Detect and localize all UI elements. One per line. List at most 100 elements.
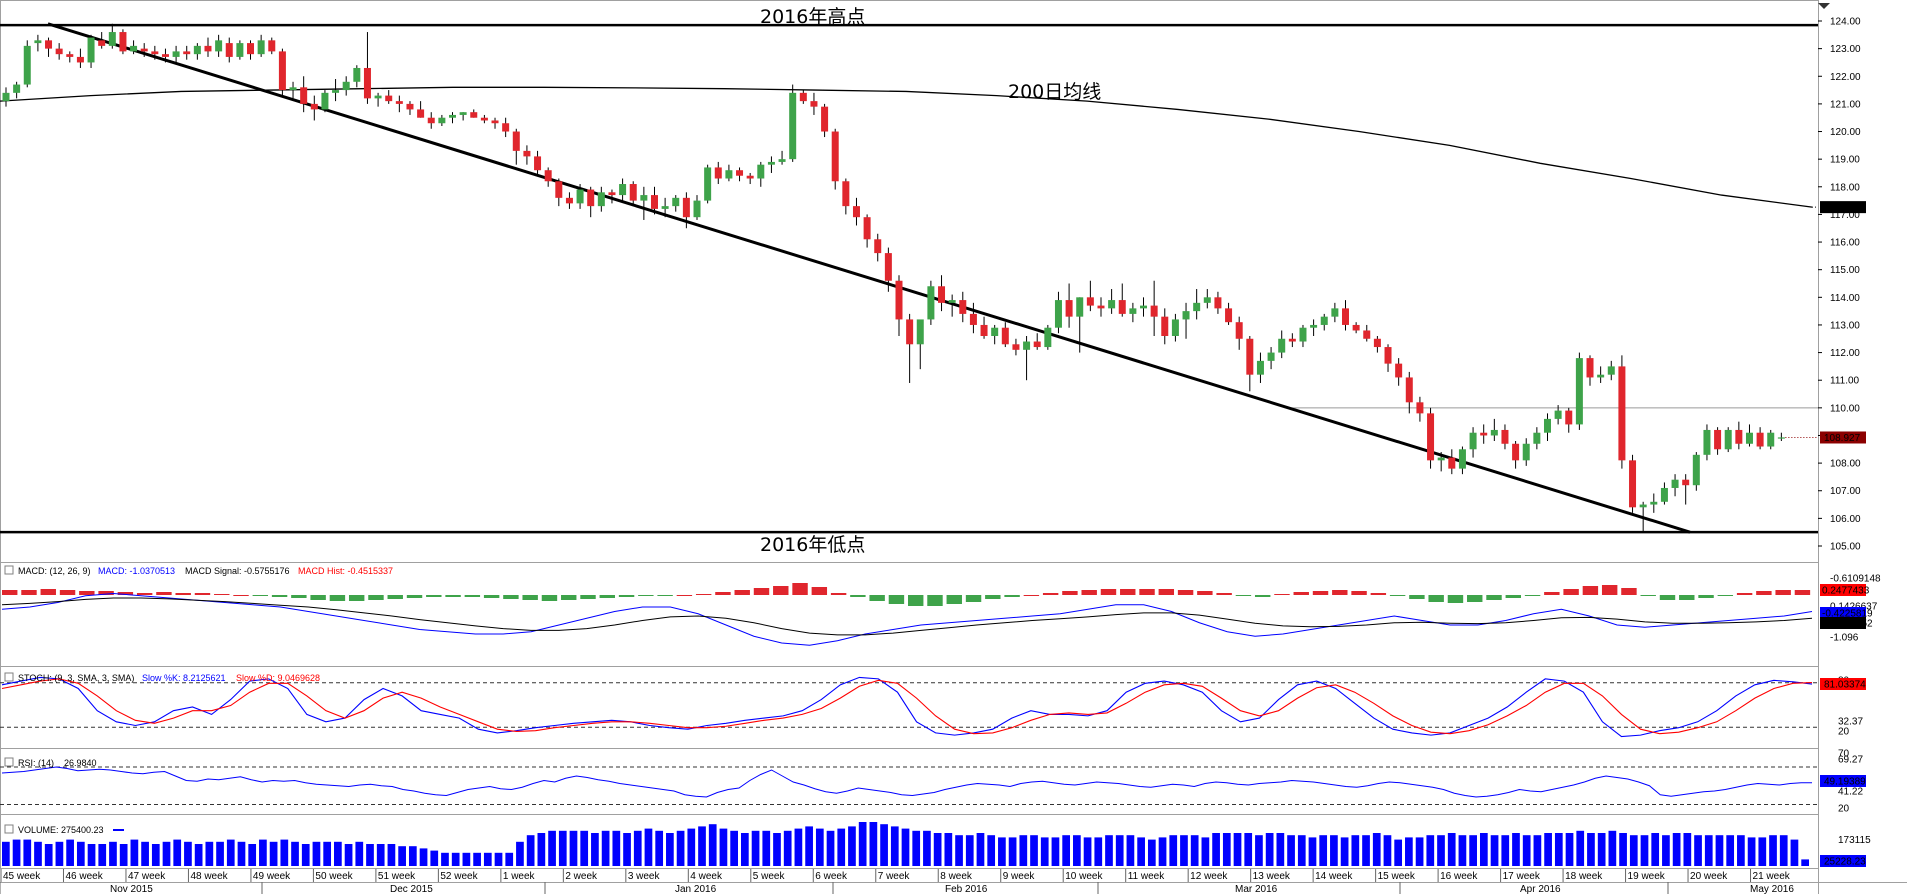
volume-legend: VOLUME: 275400.23 xyxy=(18,825,104,835)
volume-bar xyxy=(98,844,107,866)
macd-legend-1: MACD: -1.0370513 xyxy=(98,566,175,576)
volume-bar xyxy=(23,839,32,866)
stoch-k-line xyxy=(1,676,1813,738)
volume-bar xyxy=(965,835,974,866)
macd-hist-bar xyxy=(946,595,962,604)
candle-body xyxy=(204,45,212,52)
volume-bar xyxy=(912,830,921,866)
candle-body xyxy=(1490,429,1498,436)
candle-body xyxy=(1299,327,1307,342)
week-label: 1 week xyxy=(503,871,536,882)
volume-bar xyxy=(730,830,738,866)
volume-bar xyxy=(194,844,203,866)
candle-body xyxy=(576,189,584,204)
candle-body xyxy=(1278,338,1286,353)
candle-body xyxy=(863,217,871,240)
volume-bar xyxy=(291,841,299,866)
volume-bar xyxy=(1169,835,1178,866)
week-label: 3 week xyxy=(628,871,661,882)
volume-bar xyxy=(1083,837,1092,866)
macd-hist-bar xyxy=(1254,595,1271,597)
candle-body xyxy=(746,175,754,179)
candle-body xyxy=(1320,316,1328,325)
candle-body xyxy=(810,101,818,107)
candle-body xyxy=(1256,360,1264,375)
candle-body xyxy=(1108,300,1116,309)
candle-body xyxy=(1150,305,1158,317)
candle-body xyxy=(555,181,563,198)
volume-bar xyxy=(998,837,1006,866)
volume-bar xyxy=(1062,835,1071,866)
volume-bar xyxy=(355,841,364,866)
macd-hist-bar xyxy=(850,595,866,597)
macd-hist-bar xyxy=(830,593,847,595)
volume-bar xyxy=(1244,833,1253,866)
volume-bar xyxy=(1105,835,1113,866)
macd-legend-0: MACD: (12, 26, 9) xyxy=(18,566,91,576)
stoch-tick-label: 20 xyxy=(1838,727,1850,738)
macd-hist-bar xyxy=(773,586,789,595)
candle-body xyxy=(363,67,371,99)
volume-bar xyxy=(408,846,417,866)
candle-body xyxy=(736,170,744,176)
week-label: 8 week xyxy=(940,871,973,882)
volume-bar xyxy=(1779,835,1788,866)
volume-bar xyxy=(473,852,481,866)
volume-bar xyxy=(226,839,235,866)
volume-bar xyxy=(944,833,953,866)
rsi-tick-label: 69.27 xyxy=(1838,755,1863,766)
volume-bar xyxy=(1051,837,1060,866)
volume-bar xyxy=(55,841,64,866)
volume-bar xyxy=(901,828,910,866)
dropdown-arrow-icon[interactable] xyxy=(1818,3,1830,9)
volume-bar xyxy=(1147,839,1156,866)
macd-hist-bar xyxy=(1659,595,1676,600)
volume-bar xyxy=(87,844,96,866)
volume-bar xyxy=(1190,835,1199,866)
macd-hist-bar xyxy=(1756,591,1772,595)
candle-body xyxy=(300,87,308,104)
volume-bar xyxy=(655,830,664,866)
volume-bar xyxy=(505,852,514,866)
candle-body xyxy=(852,206,860,218)
candle-body xyxy=(534,156,542,171)
candle-body xyxy=(544,170,552,182)
week-label: 45 week xyxy=(3,871,41,882)
volume-bar xyxy=(751,830,760,866)
macd-hist-bar xyxy=(40,589,56,595)
week-label: 20 week xyxy=(1690,871,1728,882)
candle-body xyxy=(321,92,329,110)
candle-body xyxy=(1193,302,1201,312)
week-label: 7 week xyxy=(878,871,911,882)
price-tick-label: 106.00 xyxy=(1830,514,1861,525)
candle-body xyxy=(1214,297,1222,309)
macd-hist-bar xyxy=(1293,592,1309,595)
candle-body xyxy=(938,286,946,303)
candle-body xyxy=(140,48,148,52)
volume-bar xyxy=(708,824,717,866)
candle-body xyxy=(395,101,403,104)
candle-body xyxy=(45,40,53,49)
candle-body xyxy=(831,131,839,182)
legend-boxes xyxy=(4,565,14,834)
candle-body xyxy=(640,195,648,201)
candle-body xyxy=(1565,410,1573,425)
candle-body xyxy=(1586,358,1594,378)
macd-hist-bar xyxy=(541,595,558,601)
macd-hist-bar xyxy=(1563,589,1579,595)
week-label: 17 week xyxy=(1503,871,1541,882)
macd-hist-bar xyxy=(445,595,461,597)
macd-hist-bar xyxy=(194,593,211,595)
volume-bar xyxy=(237,841,246,866)
volume-bar xyxy=(1747,837,1756,866)
macd-tick-label: -0.6109148 xyxy=(1830,574,1881,585)
macd-badge xyxy=(1820,607,1866,619)
candle-body xyxy=(1416,402,1424,414)
low-annotation: 2016年低点 xyxy=(760,534,865,556)
volume-bar xyxy=(366,844,374,866)
candle-body xyxy=(108,32,116,46)
volume-bar xyxy=(1233,833,1242,866)
candle-body xyxy=(1395,363,1403,378)
volume-bar xyxy=(130,839,139,866)
